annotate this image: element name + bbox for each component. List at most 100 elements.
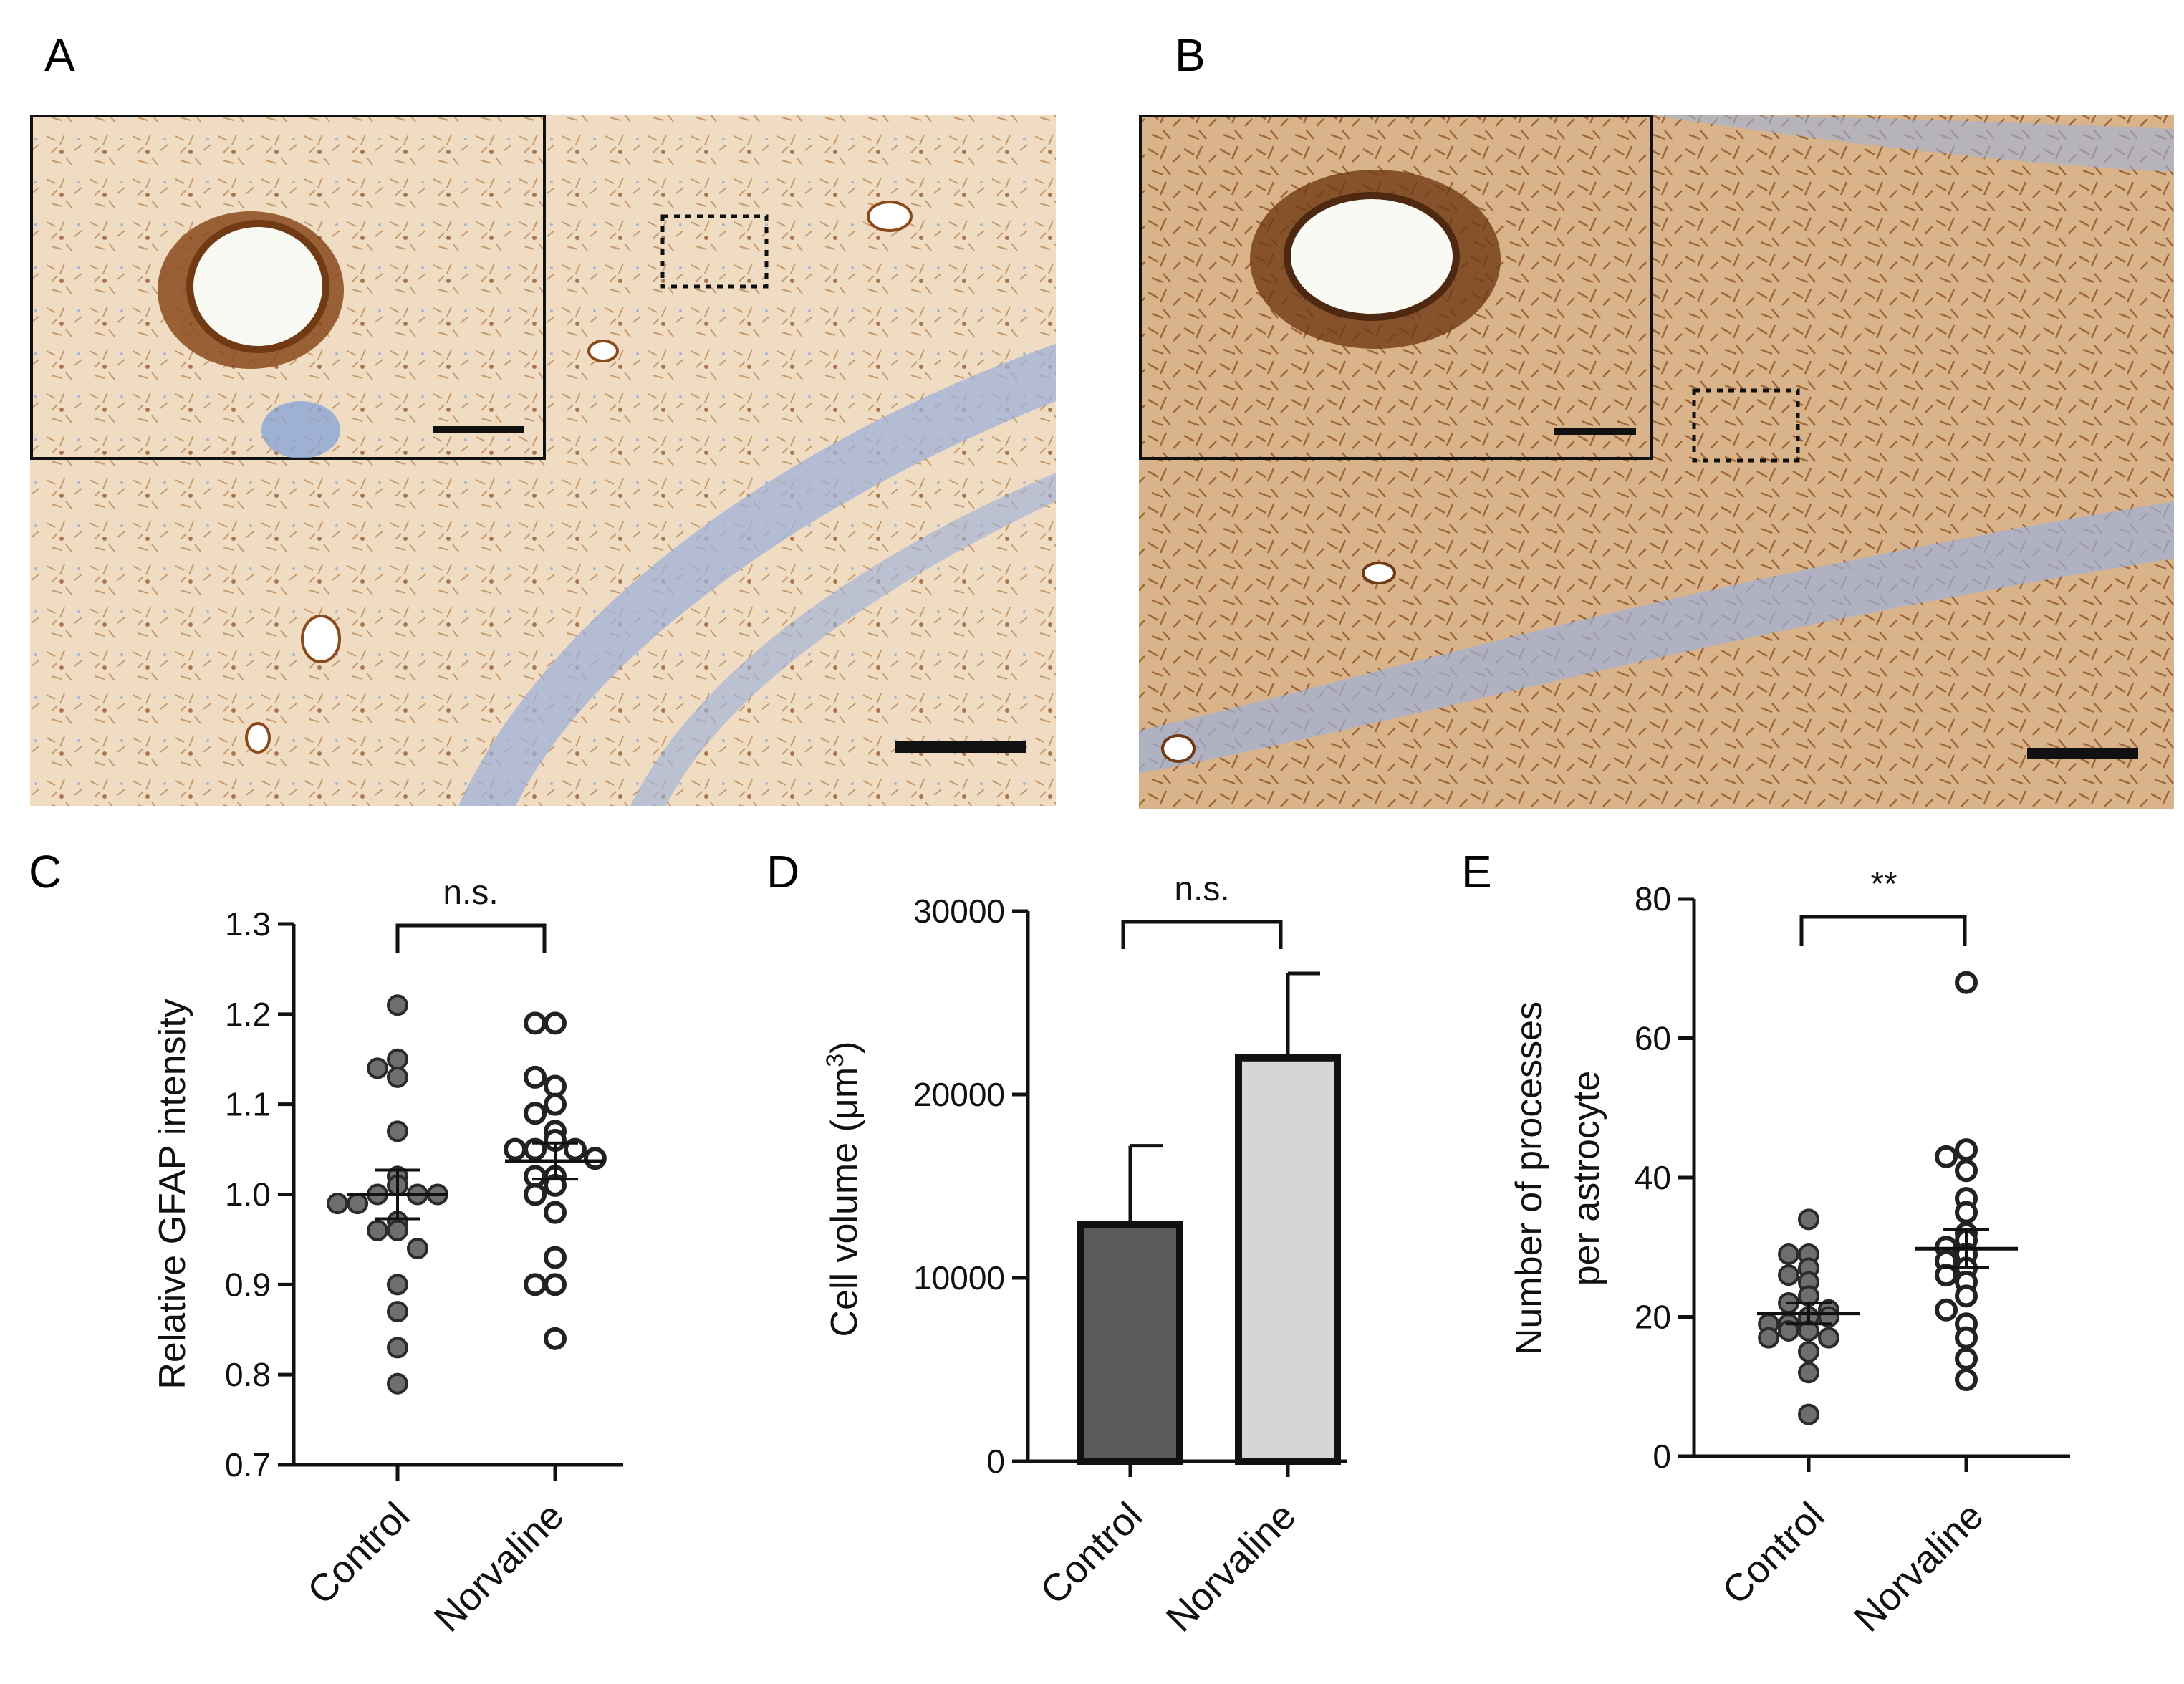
panel-letter-b: B (1175, 29, 1206, 81)
data-point-control (387, 1120, 408, 1142)
data-point-control (1778, 1319, 1800, 1342)
significance-bracket (1799, 915, 1967, 946)
y-tick-label: 0.9 (225, 1266, 271, 1303)
inset-region-box (660, 214, 769, 289)
category-label-control: Control (299, 1494, 418, 1613)
data-point-norvaline (504, 1137, 527, 1161)
data-point-norvaline (524, 1273, 547, 1296)
panel-letter-d: D (766, 846, 800, 898)
vessel (587, 340, 619, 362)
data-point-control (1778, 1243, 1800, 1265)
significance-label: n.s. (1174, 870, 1229, 908)
y-tick-label: 80 (1635, 880, 1671, 918)
data-point-control (1817, 1327, 1839, 1349)
data-point-norvaline (544, 1327, 567, 1350)
y-tick-label: 20000 (913, 1076, 1005, 1113)
y-axis-label-line1: Number of processes (1509, 1001, 1550, 1355)
data-point-norvaline (1935, 1264, 1958, 1287)
data-point-control (1778, 1264, 1800, 1286)
vessel (867, 201, 913, 232)
significance-bracket (395, 923, 547, 953)
data-point-control (387, 1048, 408, 1070)
vessel (1362, 562, 1396, 584)
data-point-control (1798, 1403, 1819, 1425)
data-point-control (1798, 1341, 1819, 1363)
data-point-control (1798, 1362, 1819, 1384)
inset-vessel-lumen (1284, 192, 1460, 321)
data-point-control (387, 1372, 408, 1395)
data-point-norvaline (544, 1092, 567, 1116)
y-tick-label: 0 (986, 1443, 1005, 1480)
chart-e: 0 20 40 60 80 ** Number of processes per ast… (1509, 865, 2070, 1640)
y-tick-label: 60 (1635, 1020, 1671, 1057)
inset-nucleus (261, 401, 340, 458)
data-point-norvaline (544, 1074, 567, 1098)
data-point-norvaline (524, 1102, 547, 1125)
micrograph-a (30, 115, 1056, 806)
micrograph-b (1139, 115, 2174, 809)
granule-layer-band (1139, 501, 2174, 774)
y-tick-label: 0 (1653, 1438, 1671, 1475)
y-axis-label: Relative GFAP intensity (152, 999, 193, 1389)
y-tick-label: 1.1 (225, 1086, 271, 1123)
data-point-control (387, 1301, 408, 1323)
y-tick-label: 1.0 (225, 1176, 271, 1213)
category-label-norvaline: Norvaline (426, 1494, 572, 1640)
data-point-control (367, 1057, 389, 1079)
data-point-control (406, 1238, 428, 1259)
inset-vessel-lumen (186, 220, 329, 353)
data-point-control (1758, 1327, 1780, 1349)
data-point-norvaline (1955, 1159, 1978, 1183)
data-point-norvaline (544, 1246, 567, 1269)
y-axis-label-line2: per astrocyte (1566, 1071, 1607, 1286)
y-tick-label: 0.8 (225, 1356, 271, 1393)
y-axis-label: Cell volume (μm3) (822, 1041, 865, 1337)
chart-c: 0.7 0.8 0.9 1.0 1.1 1.2 1.3 n.s. Relative GFAP… (152, 874, 623, 1640)
data-point-norvaline (1955, 1284, 1978, 1308)
data-point-norvaline (583, 1147, 607, 1170)
data-point-norvaline (544, 1201, 567, 1224)
data-point-norvaline (1955, 1326, 1978, 1349)
panel-letter-e: E (1461, 846, 1492, 898)
data-point-control (347, 1193, 369, 1215)
data-point-norvaline (524, 1011, 547, 1035)
y-tick-label: 1.3 (225, 905, 271, 943)
significance-label: ** (1870, 865, 1897, 903)
vessel (301, 615, 341, 663)
y-tick-label: 1.2 (225, 996, 271, 1033)
data-point-control (387, 1066, 408, 1088)
y-tick-label: 40 (1635, 1159, 1671, 1196)
panel-letter-a: A (44, 29, 75, 81)
data-point-norvaline (563, 1137, 587, 1161)
data-point-control (387, 1337, 408, 1359)
y-tick-label: 30000 (913, 892, 1005, 930)
y-tick-label: 10000 (913, 1259, 1005, 1296)
category-label-control: Control (1714, 1494, 1833, 1613)
data-point-control (327, 1193, 349, 1215)
data-point-control (387, 994, 408, 1016)
data-point-control (387, 1274, 408, 1296)
category-label-control: Control (1032, 1494, 1151, 1613)
category-label-norvaline: Norvaline (1158, 1494, 1304, 1640)
y-tick-label: 20 (1635, 1299, 1671, 1336)
data-point-norvaline (544, 1011, 567, 1035)
bar-control (1077, 1221, 1183, 1465)
panel-letter-c: C (29, 846, 62, 898)
data-point-norvaline (1955, 1368, 1978, 1392)
bar-norvaline (1235, 1054, 1341, 1466)
inset-region-box (1692, 388, 1800, 463)
significance-label: n.s. (443, 874, 498, 912)
vessel (1161, 734, 1196, 763)
category-label-norvaline: Norvaline (1846, 1494, 1992, 1640)
y-tick-label: 0.7 (225, 1446, 271, 1483)
data-point-norvaline (524, 1065, 547, 1089)
data-point-norvaline (1955, 971, 1978, 994)
data-point-norvaline (1955, 1138, 1978, 1162)
granule-layer-band-upper (1647, 115, 2174, 172)
data-point-norvaline (1935, 1145, 1958, 1168)
granule-layer-band-lower (630, 473, 1056, 806)
data-point-control (387, 1219, 408, 1241)
data-point-norvaline (544, 1273, 567, 1296)
